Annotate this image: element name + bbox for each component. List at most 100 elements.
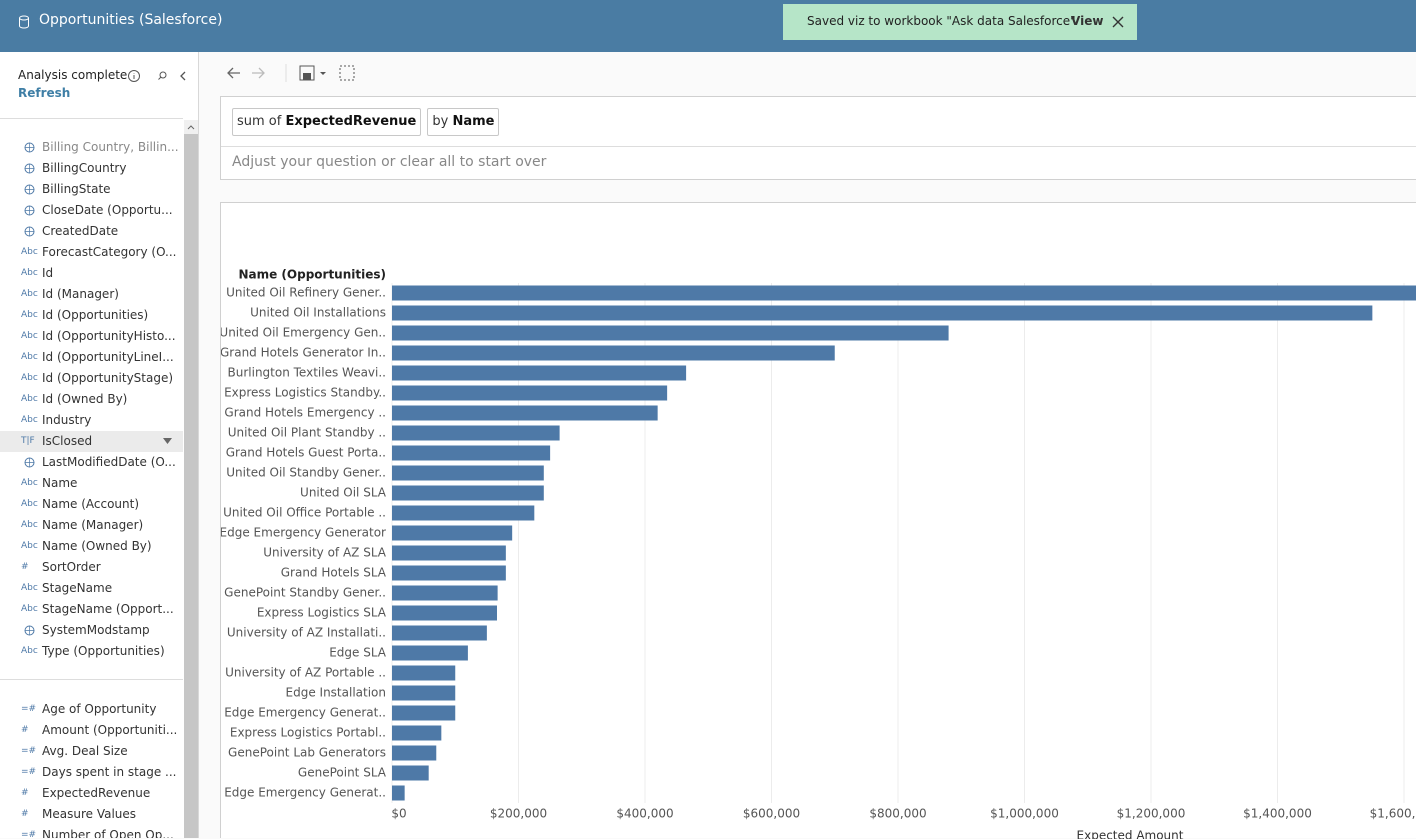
field-label: Name (Owned By) (42, 536, 152, 557)
bar (392, 506, 534, 521)
bar (392, 446, 550, 461)
field-label: Amount (Opportuniti... (42, 720, 177, 741)
field-item[interactable]: AbcId (0, 263, 183, 284)
field-type-icon: T|F (21, 431, 39, 452)
field-item[interactable]: #ExpectedRevenue (0, 783, 183, 804)
field-item[interactable]: AbcName (Manager) (0, 515, 183, 536)
y-tick-label: Grand Hotels Guest Porta.. (226, 446, 386, 460)
toolbar (226, 62, 361, 84)
field-type-icon: Abc (21, 410, 39, 431)
y-tick-label: Edge Emergency Generat.. (224, 706, 386, 720)
bar (392, 746, 436, 761)
field-item[interactable]: SystemModstamp (0, 620, 183, 641)
query-pill[interactable]: sum of ExpectedRevenue (232, 108, 421, 136)
field-item[interactable]: AbcIndustry (0, 410, 183, 431)
field-item[interactable]: =#Days spent in stage ... (0, 762, 183, 783)
field-label: Avg. Deal Size (42, 741, 128, 762)
field-type-icon: Abc (21, 305, 39, 326)
field-item[interactable]: CreatedDate (0, 221, 183, 242)
field-item[interactable]: =#Avg. Deal Size (0, 741, 183, 762)
field-type-icon (24, 142, 35, 153)
query-pill[interactable]: by Name (427, 108, 499, 136)
field-type-icon: Abc (21, 326, 39, 347)
y-tick-label: GenePoint Standby Gener.. (224, 586, 386, 600)
field-item[interactable]: AbcStageName (0, 578, 183, 599)
field-item[interactable]: =#Age of Opportunity (0, 699, 183, 720)
bar (392, 726, 441, 741)
field-item[interactable]: AbcId (OpportunityHisto... (0, 326, 183, 347)
undo[interactable] (228, 68, 240, 78)
y-tick-label: University of AZ SLA (263, 546, 387, 560)
field-item[interactable]: =#Number of Open Op... (0, 825, 183, 838)
x-tick-label: $1,200,000 (1117, 807, 1186, 821)
swap[interactable] (340, 66, 354, 80)
y-tick-label: Edge SLA (329, 646, 387, 660)
field-item[interactable]: #SortOrder (0, 557, 183, 578)
y-tick-label: United Oil Emergency Gen.. (221, 326, 386, 340)
y-tick-label: University of AZ Installati.. (227, 626, 386, 640)
refresh-link[interactable]: Refresh (18, 86, 70, 100)
field-type-icon: Abc (21, 473, 39, 494)
field-item[interactable]: AbcId (Owned By) (0, 389, 183, 410)
bar (392, 526, 512, 541)
scroll-up[interactable] (184, 120, 198, 134)
field-type-icon: Abc (21, 263, 39, 284)
field-type-icon: Abc (21, 347, 39, 368)
field-item[interactable]: AbcStageName (Opport... (0, 599, 183, 620)
field-item[interactable]: AbcId (OpportunityLineI... (0, 347, 183, 368)
field-type-icon: =# (21, 699, 39, 720)
field-item[interactable]: AbcType (Opportunities) (0, 641, 183, 662)
sidebar-tools[interactable] (127, 69, 187, 83)
field-item[interactable]: AbcName (Account) (0, 494, 183, 515)
field-item[interactable]: AbcId (Opportunities) (0, 305, 183, 326)
field-label: Id (Opportunities) (42, 305, 148, 326)
field-item[interactable]: BillingCountry (0, 158, 183, 179)
y-tick-label: United Oil Plant Standby .. (228, 426, 386, 440)
field-item[interactable]: AbcId (Manager) (0, 284, 183, 305)
field-type-icon: Abc (21, 494, 39, 515)
field-type-icon: Abc (21, 599, 39, 620)
field-label: CreatedDate (42, 221, 118, 242)
bar (392, 706, 455, 721)
field-label: Id (OpportunityHisto... (42, 326, 176, 347)
dropdown[interactable] (163, 438, 173, 446)
field-item[interactable]: #Measure Values (0, 804, 183, 825)
y-tick-label: Grand Hotels SLA (281, 566, 387, 580)
field-item[interactable]: AbcName (0, 473, 183, 494)
x-tick-label: $200,000 (490, 807, 547, 821)
question-placeholder[interactable]: Adjust your question or clear all to sta… (232, 154, 546, 170)
field-item[interactable]: #Amount (Opportuniti... (0, 720, 183, 741)
field-item[interactable]: AbcName (Owned By) (0, 536, 183, 557)
field-label: Name (Account) (42, 494, 139, 515)
toast-close[interactable] (1112, 16, 1124, 28)
field-label: CloseDate (Opportu... (42, 200, 173, 221)
field-item[interactable]: CloseDate (Opportu... (0, 200, 183, 221)
field-type-icon (24, 184, 35, 195)
field-label: Industry (42, 410, 91, 431)
y-tick-label: Grand Hotels Emergency .. (224, 406, 386, 420)
field-label: Id (OpportunityStage) (42, 368, 173, 389)
field-item[interactable]: T|FIsClosed (0, 431, 183, 452)
separator (0, 118, 183, 119)
field-item[interactable]: BillingState (0, 179, 183, 200)
bar (392, 466, 544, 481)
field-type-icon: Abc (21, 242, 39, 263)
bar (392, 666, 455, 681)
field-type-icon: Abc (21, 536, 39, 557)
y-tick-label: Grand Hotels Generator In.. (221, 346, 386, 360)
field-item[interactable]: AbcForecastCategory (O... (0, 242, 183, 263)
bar (392, 646, 468, 661)
x-tick-label: $0 (391, 807, 406, 821)
field-label: SortOrder (42, 557, 101, 578)
field-item[interactable]: Billing Country, Billin... (0, 137, 183, 158)
redo[interactable] (252, 68, 264, 78)
toast-view-link[interactable]: View (1071, 14, 1103, 28)
pill-field: ExpectedRevenue (285, 114, 416, 129)
field-item[interactable]: LastModifiedDate (O... (0, 452, 183, 473)
field-item[interactable]: AbcId (OpportunityStage) (0, 368, 183, 389)
y-tick-label: United Oil SLA (300, 486, 387, 500)
scrollbar[interactable] (184, 120, 198, 838)
field-label: IsClosed (42, 431, 92, 452)
field-label: ExpectedRevenue (42, 783, 150, 804)
field-type-icon: Abc (21, 641, 39, 662)
